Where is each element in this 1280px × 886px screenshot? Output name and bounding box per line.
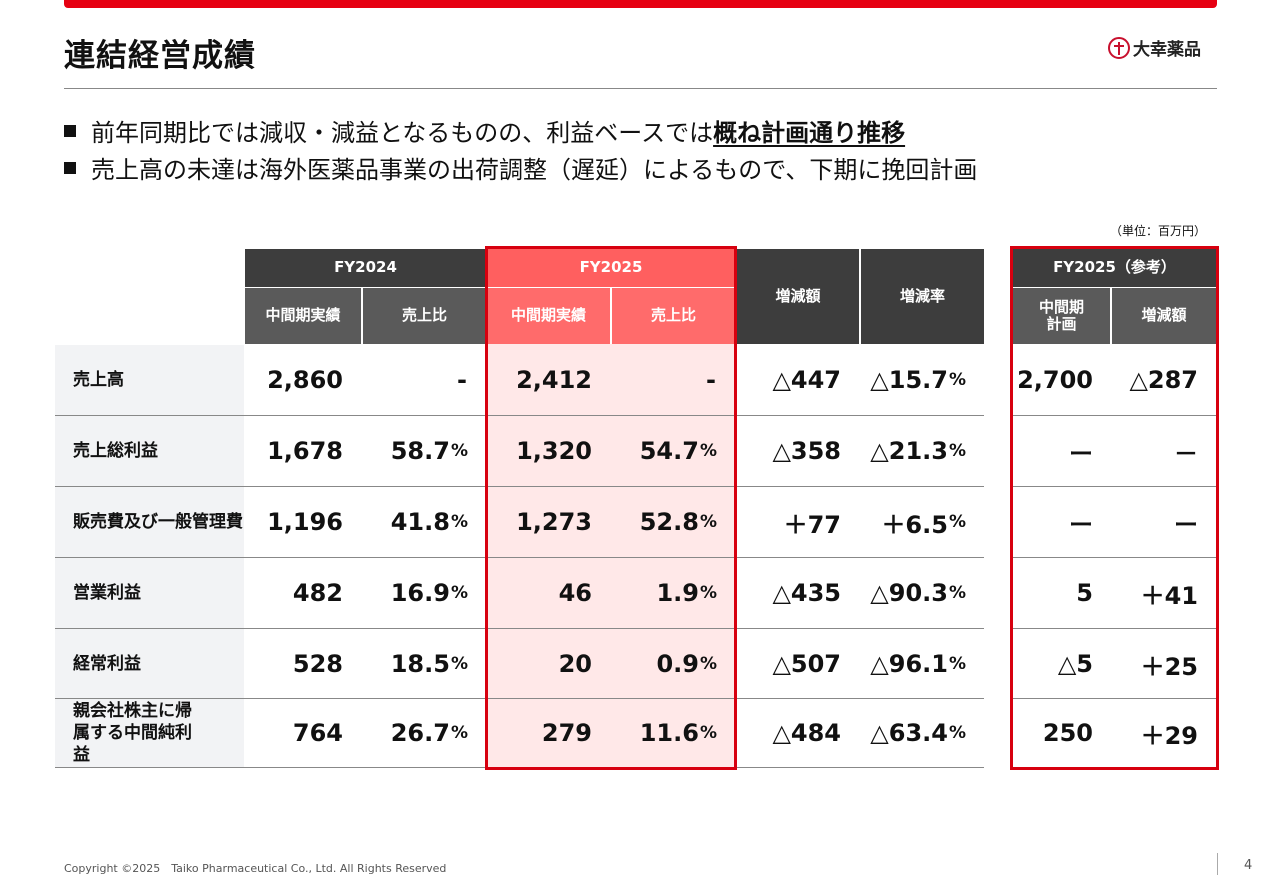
cell-fy2025: 279 [541,719,592,747]
header-fy2025: FY2025 [487,249,735,287]
company-logo: 大幸薬品 [1108,35,1201,60]
cell-fy2025: 2,412 [516,366,592,394]
row-label-net-income: 親会社株主に帰属する中間純利益 [55,699,244,767]
plan-frame [1010,246,1219,770]
cell-rate: ＋6.5% [881,510,966,539]
unit-note: （単位：百万円） [1110,224,1207,238]
cell-plan-diff: ＋29 [1140,721,1198,750]
subheader-plan-value: 中間期 計画 [1013,288,1110,344]
bullet-1-text: 前年同期比では減収・減益となるものの、利益ベースでは [91,119,714,147]
header-fy2025-plan: FY2025（参考） [1013,249,1216,287]
row-divider [55,415,984,416]
header-change-amount: 増減額 [737,249,859,344]
subheader-fy2025-ratio: 売上比 [612,288,735,344]
bullet-1: 前年同期比では減収・減益となるものの、利益ベースでは 概ね計画通り推移 [64,113,905,148]
cell-fy2024-ratio: 26.7% [390,719,468,747]
cell-plan-diff: ＋41 [1140,581,1198,610]
row-divider [1013,486,1216,487]
cell-fy2024: 764 [292,719,343,747]
cell-fy2024-ratio: 58.7% [390,437,468,465]
cell-fy2024: 2,860 [267,366,343,394]
cell-fy2024-ratio: 18.5% [390,650,468,678]
title-divider [64,88,1217,89]
cell-fy2024-ratio: 41.8% [390,508,468,536]
bullet-2-text: 売上高の未達は海外医薬品事業の出荷調整（遅延）によるもので、下期に挽回計画 [91,156,978,184]
cell-plan-diff: ＋25 [1140,652,1198,681]
header-fy2024: FY2024 [245,249,486,287]
cell-rate: △90.3% [870,579,966,607]
page-number-divider [1217,853,1218,875]
cell-fy2024: 1,678 [267,437,343,465]
cell-fy2024: 1,196 [267,508,343,536]
logo-mark-icon [1108,36,1130,59]
page-number: 4 [1244,858,1253,873]
fy2025-frame [485,246,737,770]
cell-fy2025: 1,273 [516,508,592,536]
row-divider [1013,628,1216,629]
subheader-fy2024-ratio: 売上比 [363,288,486,344]
cell-rate: △96.1% [870,650,966,678]
header-change-rate: 増減率 [861,249,984,344]
cell-change: △484 [772,719,841,747]
cell-fy2024: 528 [292,650,343,678]
row-label-ordinary-profit: 経常利益 [55,629,244,699]
fy2025-highlight [487,344,735,767]
cell-fy2025-ratio: - [706,366,716,394]
subheader-fy2025-actual: 中間期実績 [487,288,610,344]
row-label-sga: 販売費及び一般管理費 [55,487,244,557]
cell-fy2025-ratio: 1.9% [656,579,717,607]
cell-fy2025-ratio: 0.9% [656,650,717,678]
bullet-square-icon [64,124,76,137]
cell-rate: △15.7% [870,366,966,394]
cell-fy2025-ratio: 52.8% [639,508,717,536]
cell-plan-diff: － [1174,439,1198,468]
row-label-gross-profit: 売上総利益 [55,416,244,486]
row-divider [55,557,984,558]
bullet-square-icon [64,161,76,174]
cell-change: △507 [772,650,841,678]
cell-fy2025: 1,320 [516,437,592,465]
cell-change: △435 [772,579,841,607]
logo-text: 大幸薬品 [1133,40,1201,60]
row-divider [55,698,984,699]
cell-fy2025-ratio: 54.7% [639,437,717,465]
row-divider [1013,415,1216,416]
cell-fy2025: 20 [558,650,592,678]
cell-plan-diff: △287 [1129,366,1198,394]
bullet-2: 売上高の未達は海外医薬品事業の出荷調整（遅延）によるもので、下期に挽回計画 [64,150,977,185]
subheader-plan-diff: 増減額 [1112,288,1216,344]
row-divider [55,486,984,487]
page-title: 連結経営成績 [64,38,256,74]
cell-plan: ー [1069,510,1093,539]
cell-plan: 250 [1042,719,1093,747]
cell-change: ＋77 [783,510,841,539]
cell-plan: ー [1069,439,1093,468]
cell-fy2025: 46 [558,579,592,607]
cell-plan: 5 [1076,579,1093,607]
row-divider [55,628,984,629]
copyright-footer: Copyright ©2025 Taiko Pharmaceutical Co.… [64,862,447,875]
brand-top-bar [64,0,1217,8]
cell-plan: 2,700 [1017,366,1093,394]
row-label-sales: 売上高 [55,345,244,415]
cell-fy2025-ratio: 11.6% [639,719,717,747]
cell-plan-diff: ー [1174,510,1198,539]
row-label-operating-profit: 営業利益 [55,558,244,628]
subheader-fy2024-actual: 中間期実績 [245,288,361,344]
cell-rate: △63.4% [870,719,966,747]
cell-fy2024-ratio: - [457,366,467,394]
cell-rate: △21.3% [870,437,966,465]
row-divider [1013,557,1216,558]
cell-fy2024-ratio: 16.9% [390,579,468,607]
cell-fy2024: 482 [292,579,343,607]
cell-change: △358 [772,437,841,465]
bullet-1-emphasis: 概ね計画通り推移 [713,119,906,147]
cell-plan: △5 [1057,650,1093,678]
cell-change: △447 [772,366,841,394]
row-divider [1013,698,1216,699]
